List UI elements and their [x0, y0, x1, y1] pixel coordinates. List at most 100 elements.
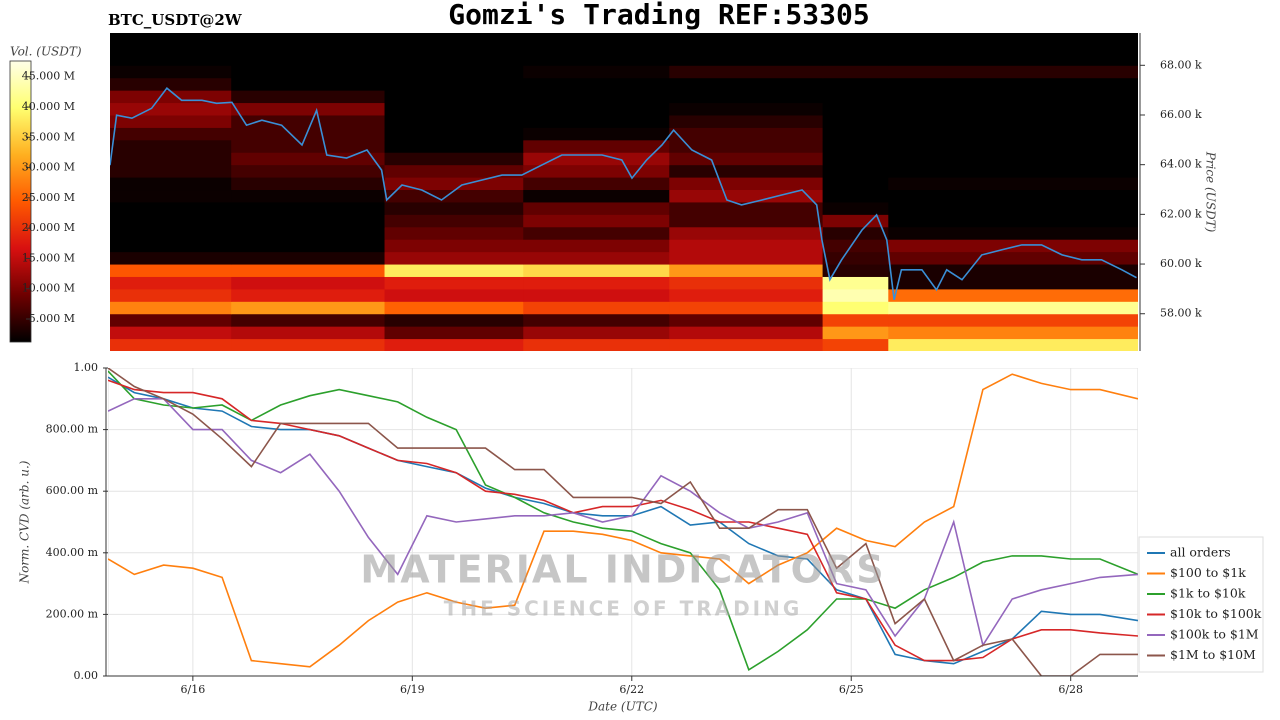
heat-cell [384, 77, 524, 91]
heat-cell [231, 301, 386, 315]
heat-cell [822, 52, 889, 66]
colorbar-tick-label: 15.000 M [22, 251, 75, 264]
heat-cell [110, 301, 232, 315]
heat-cell [888, 276, 1138, 290]
y-tick-label: 400.00 m [46, 546, 99, 559]
heat-cell [110, 276, 232, 290]
x-axis-label: Date (UTC) [587, 700, 657, 714]
x-tick-label: 6/19 [400, 683, 425, 696]
series-line [108, 376, 1138, 665]
heat-cell [231, 177, 386, 191]
heat-cell [888, 288, 1138, 302]
heat-cell [110, 164, 232, 178]
series-line [108, 368, 1138, 676]
heat-cell [231, 65, 386, 79]
series-line [108, 379, 1138, 662]
heat-cell [384, 288, 524, 302]
heat-cell [822, 338, 889, 351]
heat-cell [822, 201, 889, 215]
heat-cell [888, 52, 1138, 66]
heat-cell [822, 251, 889, 265]
heat-cell [384, 276, 524, 290]
heat-cell [231, 164, 386, 178]
y-tick-label: 800.00 m [46, 423, 99, 436]
x-tick-label: 6/28 [1058, 683, 1083, 696]
heat-cell [822, 65, 889, 79]
heatmap-area [110, 33, 1138, 351]
heat-cell [888, 114, 1138, 128]
y-axis-label: Norm. CVD (arb. u.) [18, 460, 32, 584]
heat-cell [822, 152, 889, 166]
heat-cell [384, 177, 524, 191]
heat-cell [110, 239, 232, 253]
heat-cell [110, 114, 232, 128]
heat-cell [822, 189, 889, 203]
heat-cell [231, 189, 386, 203]
colorbar-label: Vol. (USDT) [10, 45, 82, 59]
heat-cell [110, 313, 232, 327]
heat-cell [888, 90, 1138, 104]
heat-cell [231, 201, 386, 215]
heat-cell [384, 127, 524, 141]
y2-tick-label: 64.00 k [1160, 158, 1202, 171]
heat-cell [523, 226, 670, 240]
heat-cell [888, 40, 1138, 54]
heat-cell [110, 201, 232, 215]
y-tick-label: 0.00 [74, 669, 99, 682]
heat-cell [888, 201, 1138, 215]
heat-cell [110, 40, 232, 54]
heat-cell [669, 338, 824, 351]
y-tick-label: 200.00 m [46, 607, 99, 620]
heat-cell [384, 264, 524, 277]
heat-cell [110, 139, 232, 153]
heat-cell [110, 326, 232, 340]
y2-tick-label: 58.00 k [1160, 307, 1202, 320]
heat-cell [384, 102, 524, 116]
heat-cell [822, 288, 889, 302]
heat-cell [231, 251, 386, 265]
x-tick-label: 6/22 [619, 683, 644, 696]
heat-cell [669, 114, 824, 128]
heat-cell [669, 276, 824, 290]
colorbar-tick-label: 5.000 M [29, 312, 75, 325]
heat-cell [110, 127, 232, 141]
heat-cell [523, 201, 670, 215]
heat-cell [669, 40, 824, 54]
heat-cell [669, 264, 824, 277]
heat-cell [384, 40, 524, 54]
heat-cell [523, 326, 670, 340]
heat-cell [822, 40, 889, 54]
heat-cell [110, 214, 232, 228]
heat-cell [523, 127, 670, 141]
heat-cell [384, 114, 524, 128]
series-line [108, 373, 1138, 668]
heat-cell [231, 313, 386, 327]
series-line [108, 398, 1138, 648]
heat-cell [523, 189, 670, 203]
heat-cell [888, 264, 1138, 277]
heat-cell [822, 77, 889, 91]
heat-cell [523, 40, 670, 54]
heat-cell [822, 301, 889, 315]
heat-cell [669, 127, 824, 141]
heat-cell [822, 164, 889, 178]
heat-cell [384, 201, 524, 215]
colorbar-tick-label: 35.000 M [22, 130, 75, 143]
heat-cell [888, 326, 1138, 340]
heat-cell [888, 313, 1138, 327]
heat-cell [384, 326, 524, 340]
heat-cell [110, 52, 232, 66]
y2-tick-label: 62.00 k [1160, 207, 1202, 220]
heat-cell [523, 239, 670, 253]
heat-cell [523, 264, 670, 277]
heat-cell [231, 288, 386, 302]
heat-cell [384, 239, 524, 253]
heat-cell [822, 114, 889, 128]
heat-cell [523, 251, 670, 265]
heat-cell [231, 139, 386, 153]
heat-cell [523, 90, 670, 104]
heat-cell [888, 65, 1138, 79]
heat-cell [888, 164, 1138, 178]
heat-cell [888, 77, 1138, 91]
